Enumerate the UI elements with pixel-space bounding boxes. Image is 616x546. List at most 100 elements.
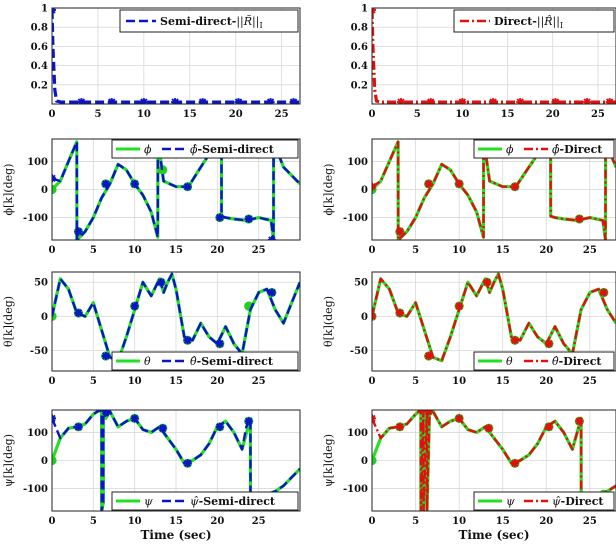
data-point	[605, 98, 614, 104]
legend: ϕ ϕ̂-Semi-direct	[111, 139, 299, 159]
x-tick-label: 0	[49, 376, 56, 387]
data-point	[266, 98, 275, 104]
x-tick-label: 0	[369, 109, 376, 120]
series-line-0	[372, 9, 616, 104]
data-point	[74, 227, 83, 236]
data-point	[599, 288, 608, 297]
data-point	[395, 227, 404, 236]
x-tick-label: 20	[210, 376, 224, 387]
data-point	[289, 98, 298, 104]
data-point	[198, 98, 207, 104]
y-tick-label: 0	[41, 456, 48, 467]
x-tick-label: 10	[452, 376, 466, 387]
data-point	[130, 302, 139, 311]
data-point	[267, 288, 276, 297]
data-point	[183, 336, 192, 345]
x-tick-label: 25	[275, 109, 289, 120]
legend-label: θ	[506, 355, 513, 368]
legend: ϕ ϕ̂-Direct	[473, 139, 615, 159]
legend: Direct-||R̂||I	[453, 9, 615, 33]
series-line-1	[52, 139, 300, 240]
x-tick-label: 0	[369, 516, 376, 527]
legend-label: Direct-||R̂||I	[494, 15, 563, 30]
chart-panel-psi-right: 0 5 10 15 20 25 -100 0 100 ψ[k](deg) Time (sec) ψ ψ̂…	[322, 409, 616, 542]
data-point	[455, 414, 464, 423]
y-tick-label: 0.8	[31, 23, 48, 34]
x-tick-label: 0	[49, 245, 56, 256]
y-tick-label: 0.8	[351, 23, 368, 34]
x-tick-label: 10	[137, 109, 151, 120]
x-tick-label: 5	[90, 376, 97, 387]
x-tick-label: 0	[369, 376, 376, 387]
data-point	[52, 184, 57, 195]
data-point	[458, 98, 467, 104]
x-axis-label: Time (sec)	[458, 528, 529, 542]
data-point	[215, 339, 224, 348]
axes-frame	[371, 7, 616, 105]
chart-panel-phi-right: 0 5 10 15 20 25 -100 0 100 ϕ[k](deg) ϕ ϕ̂-Direct	[322, 138, 616, 256]
data-point	[483, 278, 492, 287]
y-tick-label: 0	[41, 312, 48, 323]
data-point	[583, 98, 592, 104]
y-tick-label: 100	[347, 157, 368, 168]
x-tick-label: 25	[583, 245, 597, 256]
y-tick-label: -50	[350, 346, 368, 357]
series-line-0	[52, 9, 300, 104]
y-tick-label: 0.6	[351, 42, 368, 53]
x-tick-label: 25	[252, 376, 266, 387]
x-tick-label: 5	[90, 516, 97, 527]
x-tick-label: 20	[539, 376, 553, 387]
data-point	[234, 98, 243, 104]
legend-label: ψ	[506, 495, 515, 508]
chart-panel-top-left: 0 5 10 15 20 25 0.2 0.4 0.6 0.8 1 Semi-direct-||R̃|…	[31, 4, 301, 120]
axes-frame	[51, 409, 301, 512]
y-tick-label: -100	[23, 213, 48, 224]
data-point	[183, 459, 192, 468]
x-tick-label: 10	[128, 376, 142, 387]
data-point	[396, 98, 405, 104]
x-tick-label: 5	[412, 376, 419, 387]
chart-panel-theta-right: 0 5 10 15 20 25 -50 0 50 θ[k](deg) θ θ̂-Direct	[322, 271, 616, 387]
y-tick-label: -100	[23, 484, 48, 495]
data-point	[544, 422, 553, 431]
x-tick-label: 0	[369, 245, 376, 256]
data-point	[426, 98, 435, 104]
legend-label: ψ̂-Direct	[552, 495, 604, 508]
x-tick-label: 15	[496, 516, 510, 527]
x-tick-label: 5	[94, 109, 101, 120]
x-tick-label: 25	[583, 516, 597, 527]
x-tick-label: 20	[210, 245, 224, 256]
y-axis-label: ϕ[k](deg)	[322, 164, 335, 216]
y-tick-label: -100	[343, 213, 368, 224]
legend-label: ϕ̂-Direct	[552, 143, 603, 156]
data-point	[544, 339, 553, 348]
axes-frame	[371, 271, 616, 372]
axes-frame	[51, 271, 301, 372]
x-tick-label: 25	[583, 376, 597, 387]
data-point	[424, 410, 433, 416]
data-point	[455, 302, 464, 311]
legend: ψ ψ̂-Semi-direct	[111, 491, 299, 511]
y-tick-label: 0.2	[351, 80, 368, 91]
series-line-1	[52, 272, 300, 362]
data-point	[101, 410, 110, 416]
x-tick-label: 15	[496, 245, 510, 256]
data-point	[372, 455, 377, 466]
legend-label: ψ	[144, 495, 153, 508]
data-point	[551, 98, 560, 104]
series-line-1	[372, 410, 616, 511]
data-point	[74, 308, 83, 317]
y-tick-label: 0.6	[31, 42, 48, 53]
data-point	[101, 351, 110, 360]
data-point	[215, 213, 224, 222]
x-tick-label: 15	[501, 109, 515, 120]
axes-frame	[51, 7, 301, 105]
data-point	[158, 424, 167, 433]
x-tick-label: 10	[452, 245, 466, 256]
x-tick-label: 25	[252, 516, 266, 527]
data-point	[510, 459, 519, 468]
y-tick-label: 0.4	[351, 61, 368, 72]
data-point	[157, 278, 166, 287]
y-tick-label: -100	[343, 484, 368, 495]
data-point	[139, 98, 148, 104]
